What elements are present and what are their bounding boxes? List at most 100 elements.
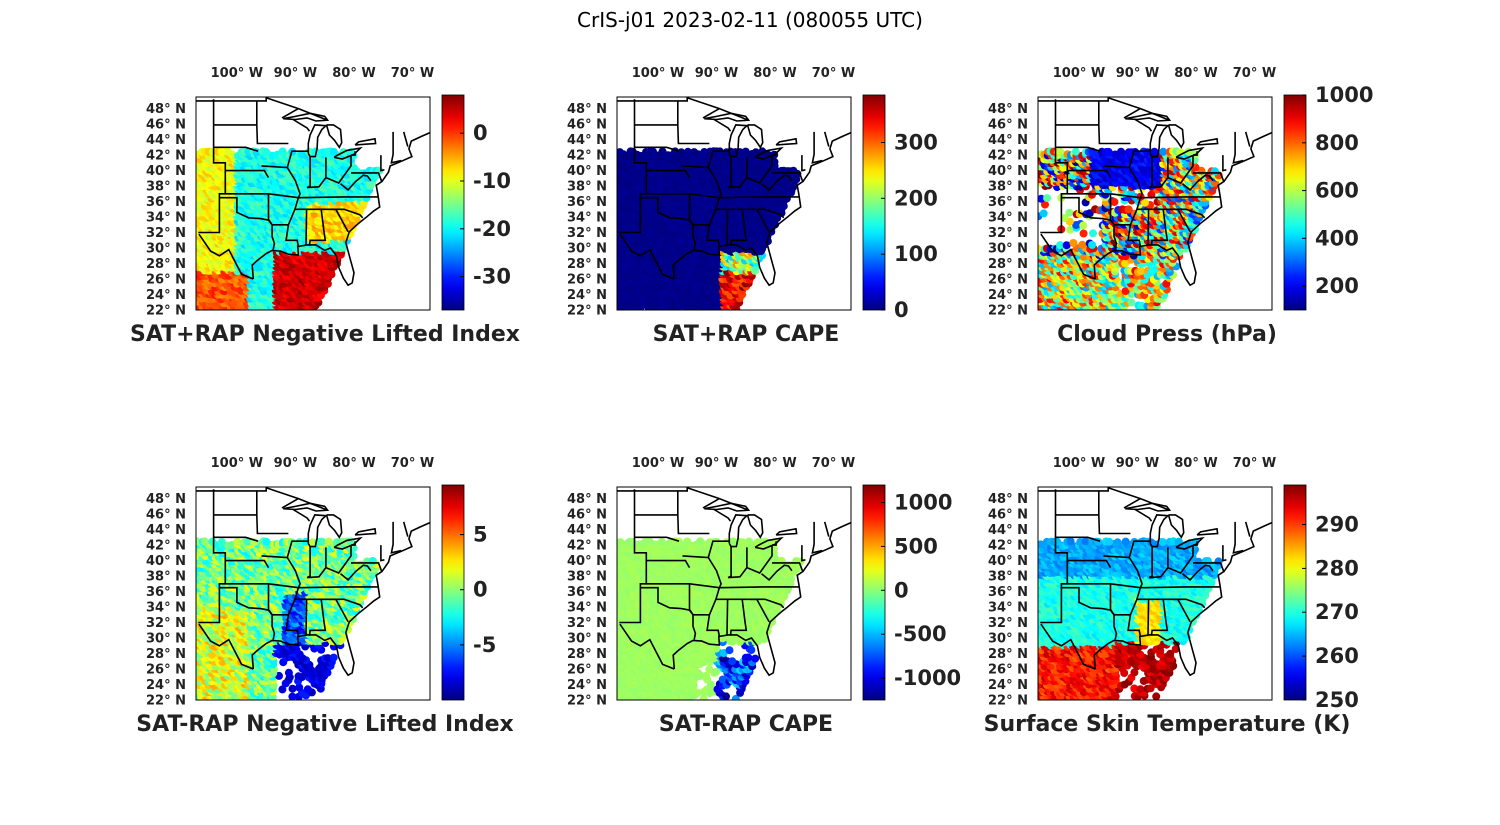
lat-tick-label: 36° N (146, 195, 186, 210)
state-border (677, 100, 710, 145)
state-border (619, 99, 648, 234)
state-border (707, 167, 722, 226)
data-point (1137, 267, 1145, 276)
mexico-border (198, 233, 254, 280)
data-point (677, 148, 686, 157)
map-panel-2: 100° W 90° W 80° W 70° W48° N46° N44° N42° … (567, 66, 938, 347)
data-point (1089, 229, 1097, 238)
lat-tick-label: 40° N (567, 164, 607, 179)
lat-tick-label: 28° N (567, 257, 607, 272)
lat-tick-label: 46° N (146, 118, 186, 133)
state-border (292, 118, 311, 132)
lon-tick-label: 80° W (332, 66, 375, 81)
lon-tick-label: 90° W (695, 66, 738, 81)
data-point (1079, 221, 1088, 230)
state-border (351, 172, 383, 183)
lat-tick-label: 38° N (567, 180, 607, 195)
data-points (1038, 147, 1223, 310)
data-points (196, 147, 384, 310)
data-point (1060, 214, 1069, 222)
map-frame (616, 96, 852, 311)
panel-title: SAT+RAP CAPE (653, 322, 840, 347)
data-point (1141, 198, 1149, 207)
data-point (1056, 241, 1065, 250)
data-points (617, 147, 802, 310)
data-point (1124, 205, 1133, 214)
lat-tick-label: 24° N (567, 288, 607, 303)
state-border (380, 155, 385, 172)
data-point (1127, 298, 1136, 307)
lat-tick-label: 40° N (146, 164, 186, 179)
data-point (617, 148, 624, 157)
colorbar-tick-label: -10 (473, 169, 511, 193)
state-border (256, 100, 289, 145)
great-lake (307, 124, 328, 158)
data-point (1062, 241, 1071, 250)
state-border (294, 208, 364, 219)
lat-tick-label: 28° N (146, 257, 186, 272)
colorbar-tick-label: 100 (894, 242, 938, 266)
data-point (1079, 229, 1088, 238)
panel-title: SAT+RAP Negative Lifted Index (130, 322, 520, 347)
state-border (198, 99, 227, 234)
lon-tick-label: 70° W (812, 66, 855, 81)
data-point (278, 147, 287, 156)
lat-tick-label: 26° N (567, 273, 607, 288)
coastline (251, 131, 430, 287)
state-border (811, 131, 823, 164)
state-border (286, 167, 301, 226)
great-lake (325, 124, 343, 149)
figure-title: CrIS-j01 2023-02-11 (080055 UTC) (577, 8, 923, 32)
data-point (1038, 244, 1043, 253)
data-point (741, 147, 750, 156)
lat-tick-label: 34° N (146, 211, 186, 226)
data-point (1069, 239, 1078, 247)
colorbar-tick-label: 200 (894, 186, 938, 210)
data-point (224, 147, 233, 156)
data-point (683, 147, 692, 156)
lat-tick-label: 22° N (567, 304, 607, 319)
data-point (1088, 240, 1097, 249)
lat-tick-label: 30° N (146, 242, 186, 257)
lat-tick-label: 22° N (146, 304, 186, 319)
lon-tick-label: 70° W (391, 66, 434, 81)
lon-tick-label: 90° W (274, 66, 317, 81)
state-border (682, 150, 730, 169)
state-border (688, 193, 697, 250)
data-point (649, 147, 657, 156)
state-border (402, 131, 409, 147)
great-lake (333, 146, 363, 160)
state-border (702, 107, 720, 119)
lat-tick-label: 32° N (567, 226, 607, 241)
data-point (1065, 208, 1074, 217)
state-border (325, 155, 352, 184)
lat-tick-label: 42° N (146, 149, 186, 164)
great-lake (775, 137, 798, 146)
state-border (261, 150, 309, 169)
lon-tick-label: 80° W (753, 66, 796, 81)
colorbar-tick-label: -20 (473, 217, 511, 241)
data-point (329, 147, 338, 156)
lat-tick-label: 34° N (567, 211, 607, 226)
data-point (700, 148, 709, 156)
data-point (1121, 287, 1130, 296)
colorbar-tick-label: 0 (894, 298, 909, 322)
lat-tick-label: 46° N (567, 118, 607, 133)
state-border (801, 155, 806, 172)
lat-tick-label: 44° N (567, 133, 607, 148)
state-border (213, 146, 259, 152)
lat-tick-label: 48° N (146, 102, 186, 117)
great-lake (746, 124, 764, 149)
state-border (281, 107, 299, 119)
great-lake (754, 146, 784, 160)
data-point (1039, 209, 1048, 218)
data-point (305, 147, 314, 156)
data-point (262, 148, 271, 156)
map-frame (195, 96, 431, 311)
data-point (751, 148, 760, 157)
lat-tick-label: 26° N (146, 273, 186, 288)
coastline (672, 131, 851, 287)
state-border (267, 193, 276, 250)
